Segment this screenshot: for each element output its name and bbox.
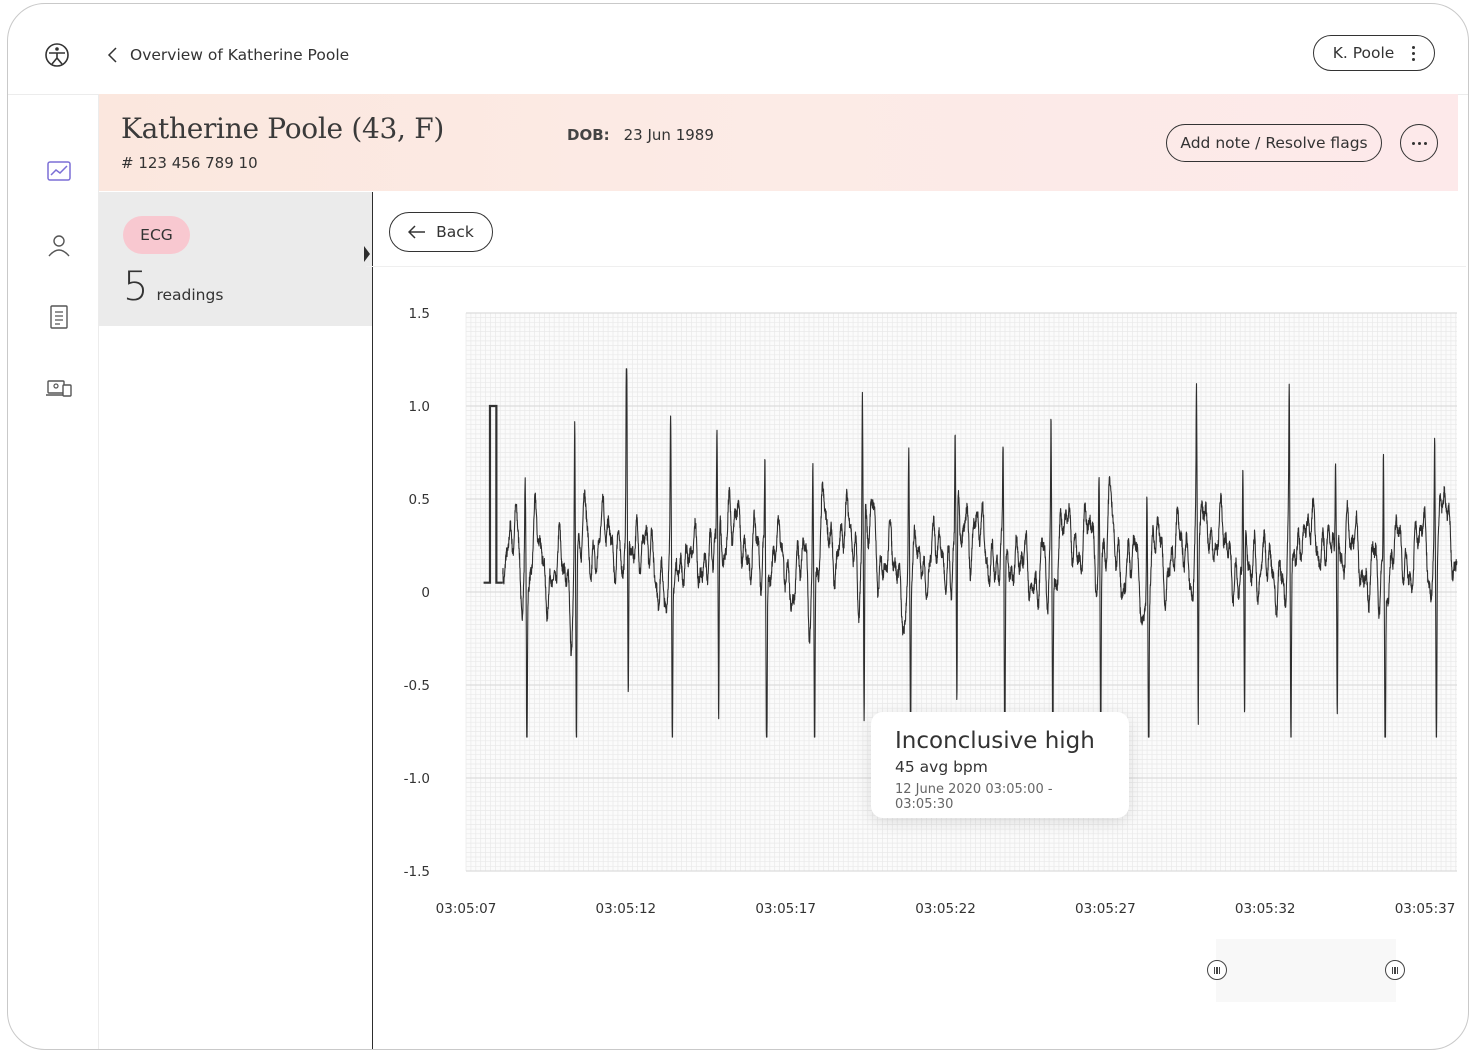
patient-dob: DOB: 23 Jun 1989	[567, 126, 714, 144]
tooltip-date: 12 June 2020 03:05:00 - 03:05:30	[895, 782, 1053, 812]
dob-label: DOB:	[567, 126, 610, 144]
app-window: Overview of Katherine Poole K. Poole Kat…	[7, 3, 1469, 1050]
arrow-left-icon	[408, 225, 426, 239]
range-handle-left[interactable]	[1207, 960, 1227, 980]
dob-value: 23 Jun 1989	[623, 126, 714, 144]
add-note-button[interactable]: Add note / Resolve flags	[1166, 124, 1382, 162]
chart-icon[interactable]	[45, 158, 73, 184]
more-icon	[1411, 141, 1415, 145]
reading-count-number: 5	[123, 264, 149, 310]
selected-caret-icon	[364, 246, 370, 262]
patient-id: # 123 456 789 10	[121, 154, 258, 172]
devices-icon[interactable]	[45, 376, 73, 402]
document-icon[interactable]	[45, 304, 73, 330]
tooltip-title: Inconclusive high	[895, 728, 1095, 754]
patient-name: Katherine Poole (43, F)	[121, 112, 444, 145]
divider	[366, 266, 1466, 267]
reading-count: 5 readings	[123, 264, 223, 310]
reading-card-ecg[interactable]: ECG 5 readings	[99, 192, 372, 326]
more-options-button[interactable]	[1400, 124, 1438, 162]
reading-type-badge: ECG	[123, 216, 190, 254]
reading-count-label: readings	[156, 286, 224, 304]
top-bar: Overview of Katherine Poole K. Poole	[8, 4, 1468, 95]
readings-panel: ECG 5 readings	[99, 192, 373, 1049]
patient-header: Katherine Poole (43, F) # 123 456 789 10…	[99, 94, 1458, 191]
user-label: K. Poole	[1332, 44, 1395, 62]
chevron-left-icon	[107, 47, 117, 63]
user-menu-button[interactable]: K. Poole	[1313, 35, 1435, 71]
breadcrumb-back-link[interactable]: Overview of Katherine Poole	[106, 42, 349, 68]
reading-tooltip: Inconclusive high 45 avg bpm 12 June 202…	[871, 712, 1129, 818]
user-icon[interactable]	[45, 232, 73, 258]
back-button[interactable]: Back	[389, 212, 493, 252]
kebab-icon	[1412, 45, 1416, 61]
range-scroller[interactable]	[1216, 939, 1396, 1002]
range-handle-right[interactable]	[1385, 960, 1405, 980]
tooltip-bpm: 45 avg bpm	[895, 758, 988, 776]
left-nav	[8, 94, 99, 1049]
app-logo-icon[interactable]	[44, 42, 70, 68]
back-label: Back	[436, 223, 474, 241]
breadcrumb-label: Overview of Katherine Poole	[130, 46, 350, 64]
